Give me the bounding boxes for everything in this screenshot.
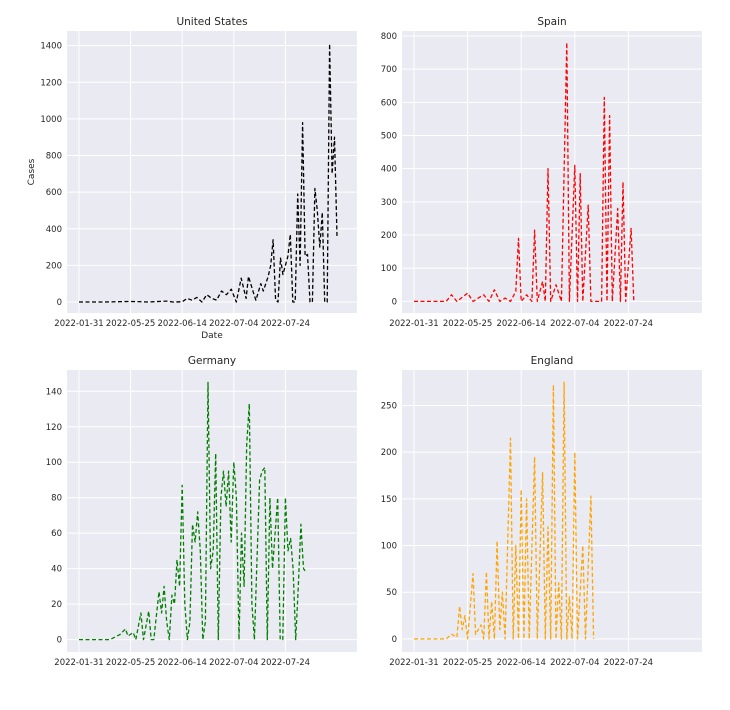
x-tick-label: 2022-07-04 xyxy=(209,319,258,329)
y-tick-label: 100 xyxy=(381,542,397,552)
y-tick-label: 100 xyxy=(381,264,397,274)
chart-spain: 0 100 200 300 400 500 600 700 800 2022-01-31 2022-… xyxy=(381,16,702,329)
y-tick-label: 150 xyxy=(381,495,397,505)
y-axis-label: Cases xyxy=(27,158,37,185)
y-tick-label: 250 xyxy=(381,401,397,411)
x-tick-label: 2022-06-14 xyxy=(157,319,206,329)
y-tick-label: 80 xyxy=(51,494,62,504)
y-tick-label: 140 xyxy=(46,387,62,397)
y-tick-label: 120 xyxy=(46,423,62,433)
y-tick-label: 1000 xyxy=(40,115,62,125)
chart-title: United States xyxy=(176,16,247,28)
chart-title: England xyxy=(531,355,574,367)
x-tick-label: 2022-01-31 xyxy=(389,658,438,668)
x-tick-label: 2022-07-04 xyxy=(209,658,258,668)
y-tick-label: 40 xyxy=(51,565,62,575)
y-tick-label: 300 xyxy=(381,198,397,208)
y-tick-label: 200 xyxy=(381,448,397,458)
x-tick-label: 2022-05-25 xyxy=(443,658,492,668)
chart-title: Germany xyxy=(188,355,236,367)
x-tick-label: 2022-06-14 xyxy=(157,658,206,668)
y-tick-label: 0 xyxy=(392,297,397,307)
chart-title: Spain xyxy=(537,16,566,28)
series-line xyxy=(79,43,338,303)
y-tick-label: 0 xyxy=(57,636,62,646)
x-tick-label: 2022-06-14 xyxy=(496,319,545,329)
y-tick-label: 100 xyxy=(46,458,62,468)
x-tick-label: 2022-07-24 xyxy=(604,319,653,329)
y-tick-label: 20 xyxy=(51,600,62,610)
y-tick-label: 800 xyxy=(381,32,397,42)
y-tick-label: 200 xyxy=(46,261,62,271)
plot-area xyxy=(67,370,357,652)
x-tick-label: 2022-07-04 xyxy=(550,658,599,668)
x-tick-label: 2022-07-24 xyxy=(604,658,653,668)
y-tick-label: 1200 xyxy=(40,78,62,88)
x-tick-label: 2022-01-31 xyxy=(54,658,103,668)
y-tick-label: 600 xyxy=(381,98,397,108)
y-tick-label: 400 xyxy=(381,165,397,175)
x-tick-label: 2022-07-24 xyxy=(261,319,310,329)
y-tick-label: 800 xyxy=(46,152,62,162)
y-tick-label: 400 xyxy=(46,225,62,235)
y-tick-label: 60 xyxy=(51,529,62,539)
y-tick-label: 200 xyxy=(381,231,397,241)
x-tick-label: 2022-07-24 xyxy=(261,658,310,668)
y-tick-label: 600 xyxy=(46,188,62,198)
y-tick-label: 0 xyxy=(392,635,397,645)
y-tick-label: 0 xyxy=(57,298,62,308)
y-tick-label: 700 xyxy=(381,65,397,75)
series-line xyxy=(414,381,595,640)
y-tick-label: 50 xyxy=(386,588,397,598)
plot-area xyxy=(402,31,702,313)
chart-england: 0 50 100 150 200 250 2022-01-31 2022-05-25 2022-… xyxy=(381,355,702,668)
x-axis-label: Date xyxy=(201,331,223,341)
y-tick-label: 1400 xyxy=(40,42,62,52)
x-tick-label: 2022-05-25 xyxy=(443,319,492,329)
x-tick-label: 2022-01-31 xyxy=(54,319,103,329)
series-line xyxy=(414,41,635,303)
x-tick-label: 2022-05-25 xyxy=(106,319,155,329)
x-tick-label: 2022-07-04 xyxy=(550,319,599,329)
y-tick-label: 500 xyxy=(381,132,397,142)
x-tick-label: 2022-05-25 xyxy=(106,658,155,668)
plot-area xyxy=(67,31,357,313)
x-tick-label: 2022-06-14 xyxy=(496,658,545,668)
x-tick-label: 2022-01-31 xyxy=(389,319,438,329)
